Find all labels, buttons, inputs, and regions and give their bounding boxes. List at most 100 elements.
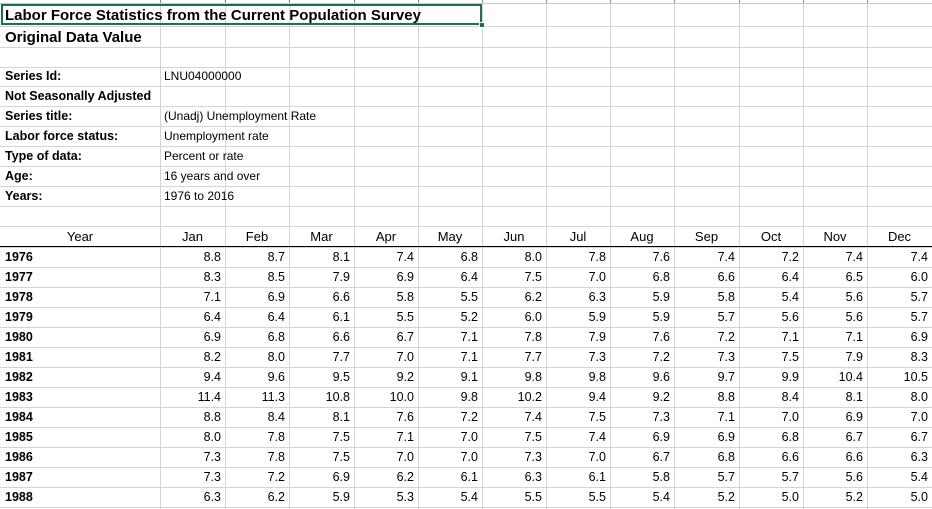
meta-label[interactable]: Age:: [5, 169, 33, 183]
value-cell[interactable]: 6.9: [717, 430, 735, 444]
value-cell[interactable]: 7.8: [524, 330, 542, 344]
value-cell[interactable]: 7.1: [717, 410, 735, 424]
value-cell[interactable]: 11.4: [197, 390, 221, 404]
meta-label[interactable]: Labor force status:: [5, 129, 119, 143]
value-cell[interactable]: 8.4: [267, 410, 285, 424]
value-cell[interactable]: 6.3: [588, 290, 606, 304]
value-cell[interactable]: 7.5: [524, 430, 542, 444]
value-cell[interactable]: 6.9: [652, 430, 670, 444]
value-cell[interactable]: 7.9: [588, 330, 606, 344]
value-cell[interactable]: 8.8: [717, 390, 735, 404]
value-cell[interactable]: 5.9: [652, 290, 670, 304]
column-header-jan[interactable]: Jan: [182, 229, 203, 244]
value-cell[interactable]: 5.5: [588, 490, 606, 504]
value-cell[interactable]: 5.7: [781, 470, 799, 484]
value-cell[interactable]: 7.0: [910, 410, 928, 424]
column-header-nov[interactable]: Nov: [823, 229, 847, 244]
value-cell[interactable]: 7.4: [396, 250, 414, 264]
value-cell[interactable]: 7.7: [524, 350, 542, 364]
value-cell[interactable]: 6.2: [267, 490, 285, 504]
value-cell[interactable]: 7.0: [588, 450, 606, 464]
value-cell[interactable]: 10.0: [389, 390, 414, 404]
value-cell[interactable]: 7.4: [717, 250, 735, 264]
meta-label[interactable]: Series title:: [5, 109, 73, 123]
value-cell[interactable]: 10.4: [838, 370, 863, 384]
value-cell[interactable]: 8.8: [203, 250, 221, 264]
column-header-year[interactable]: Year: [66, 229, 94, 244]
value-cell[interactable]: 5.2: [460, 310, 478, 324]
value-cell[interactable]: 10.5: [903, 370, 928, 384]
value-cell[interactable]: 5.4: [460, 490, 478, 504]
value-cell[interactable]: 5.4: [910, 470, 928, 484]
column-header-jul[interactable]: Jul: [569, 229, 587, 244]
value-cell[interactable]: 5.7: [717, 310, 735, 324]
value-cell[interactable]: 7.3: [203, 450, 221, 464]
value-cell[interactable]: 6.6: [717, 270, 735, 284]
value-cell[interactable]: 7.2: [652, 350, 670, 364]
year-cell[interactable]: 1977: [5, 270, 33, 284]
year-cell[interactable]: 1979: [5, 310, 33, 324]
value-cell[interactable]: 6.2: [396, 470, 414, 484]
value-cell[interactable]: 7.9: [845, 350, 863, 364]
meta-label[interactable]: Series Id:: [5, 69, 62, 83]
value-cell[interactable]: 6.0: [910, 270, 928, 284]
column-header-strip[interactable]: [0, 0, 932, 4]
fill-handle[interactable]: [479, 22, 485, 28]
value-cell[interactable]: 6.7: [845, 430, 863, 444]
value-cell[interactable]: 6.9: [845, 410, 863, 424]
value-cell[interactable]: 7.1: [396, 430, 414, 444]
value-cell[interactable]: 7.0: [396, 450, 414, 464]
value-cell[interactable]: 8.5: [267, 270, 285, 284]
value-cell[interactable]: 8.0: [524, 250, 542, 264]
meta-value[interactable]: Unemployment rate: [164, 129, 269, 143]
value-cell[interactable]: 9.4: [203, 370, 221, 384]
value-cell[interactable]: 5.4: [781, 290, 799, 304]
value-cell[interactable]: 7.0: [588, 270, 606, 284]
value-cell[interactable]: 7.3: [588, 350, 606, 364]
value-cell[interactable]: 6.3: [910, 450, 928, 464]
value-cell[interactable]: 5.0: [910, 490, 928, 504]
value-cell[interactable]: 9.8: [588, 370, 606, 384]
year-cell[interactable]: 1985: [5, 430, 33, 444]
value-cell[interactable]: 6.6: [781, 450, 799, 464]
value-cell[interactable]: 7.2: [781, 250, 799, 264]
year-cell[interactable]: 1984: [5, 410, 33, 424]
value-cell[interactable]: 5.2: [717, 490, 735, 504]
value-cell[interactable]: 8.1: [332, 410, 350, 424]
column-header-oct[interactable]: Oct: [760, 229, 782, 244]
sheet-title[interactable]: Labor Force Statistics from the Current …: [5, 7, 421, 24]
value-cell[interactable]: 5.4: [652, 490, 670, 504]
value-cell[interactable]: 6.7: [652, 450, 670, 464]
value-cell[interactable]: 7.6: [652, 250, 670, 264]
meta-value[interactable]: 16 years and over: [164, 169, 261, 183]
year-cell[interactable]: 1980: [5, 330, 33, 344]
column-header-may[interactable]: May: [437, 229, 463, 244]
value-cell[interactable]: 10.2: [517, 390, 542, 404]
value-cell[interactable]: 6.6: [332, 290, 350, 304]
meta-label[interactable]: Not Seasonally Adjusted: [5, 89, 152, 103]
value-cell[interactable]: 5.7: [717, 470, 735, 484]
value-cell[interactable]: 6.7: [910, 430, 928, 444]
value-cell[interactable]: 7.1: [460, 350, 478, 364]
value-cell[interactable]: 6.1: [588, 470, 606, 484]
value-cell[interactable]: 6.6: [332, 330, 350, 344]
value-cell[interactable]: 6.7: [396, 330, 414, 344]
value-cell[interactable]: 6.4: [781, 270, 799, 284]
value-cell[interactable]: 9.4: [588, 390, 606, 404]
year-cell[interactable]: 1986: [5, 450, 33, 464]
value-cell[interactable]: 7.0: [460, 450, 478, 464]
value-cell[interactable]: 5.0: [781, 490, 799, 504]
value-cell[interactable]: 5.6: [845, 470, 863, 484]
value-cell[interactable]: 7.3: [717, 350, 735, 364]
value-cell[interactable]: 7.0: [781, 410, 799, 424]
value-cell[interactable]: 5.8: [652, 470, 670, 484]
value-cell[interactable]: 5.6: [781, 310, 799, 324]
column-header-feb[interactable]: Feb: [245, 229, 269, 244]
value-cell[interactable]: 5.3: [396, 490, 414, 504]
value-cell[interactable]: 8.7: [267, 250, 285, 264]
value-cell[interactable]: 9.8: [524, 370, 542, 384]
column-header-sep[interactable]: Sep: [694, 229, 719, 244]
value-cell[interactable]: 6.4: [267, 310, 285, 324]
value-cell[interactable]: 9.1: [460, 370, 478, 384]
